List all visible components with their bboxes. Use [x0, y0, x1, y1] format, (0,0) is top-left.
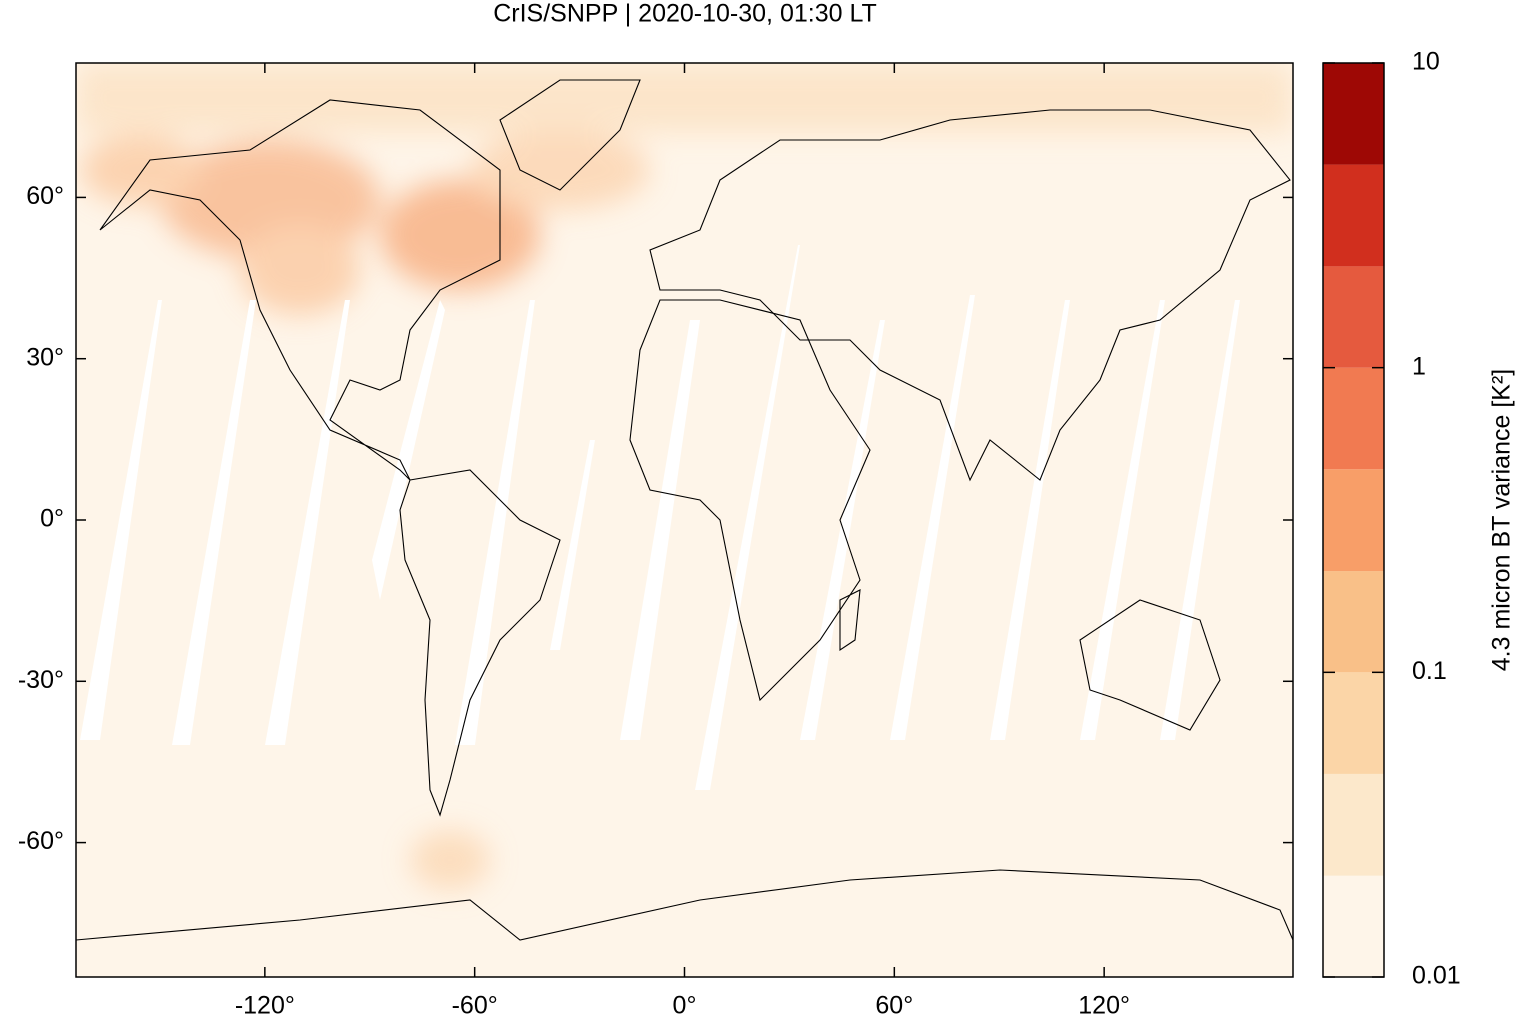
colorbar-label: 4.3 micron BT variance [K²] — [1488, 369, 1516, 671]
colorbar-bin — [1323, 571, 1384, 673]
colorbar-tick-label: 0.01 — [1412, 962, 1461, 990]
colorbar-bin — [1323, 164, 1384, 267]
y-tick-label: -60° — [18, 827, 64, 855]
y-tick-label: 60° — [26, 182, 64, 210]
colorbar-bin — [1323, 672, 1384, 774]
y-tick-label: 0° — [40, 505, 64, 533]
coastlines — [76, 79, 1293, 941]
x-tick-label: 120° — [1078, 992, 1130, 1020]
colorbar-bin — [1323, 63, 1384, 165]
map — [76, 63, 1293, 977]
x-tick-label: 60° — [875, 992, 913, 1020]
y-tick-label: 30° — [26, 343, 64, 371]
colorbar-bin — [1323, 367, 1384, 470]
colorbar-bin — [1323, 469, 1384, 572]
x-tick-label: 0° — [673, 992, 697, 1020]
colorbar-tick-label: 10 — [1412, 48, 1440, 76]
chart-title: CrIS/SNPP | 2020-10-30, 01:30 LT — [493, 0, 877, 28]
colorbar-tick-label: 0.1 — [1412, 657, 1447, 685]
colorbar-frame — [1322, 62, 1385, 978]
x-tick-label: -60° — [452, 992, 498, 1020]
colorbar-bin — [1323, 875, 1384, 977]
colorbar-bin — [1323, 266, 1384, 368]
data-gaps — [80, 245, 1240, 790]
colorbar-bin — [1323, 773, 1384, 876]
variance-field — [76, 63, 1293, 890]
y-tick-label: -30° — [18, 666, 64, 694]
x-tick-label: -120° — [235, 992, 295, 1020]
colorbar-tick-label: 1 — [1412, 352, 1426, 380]
